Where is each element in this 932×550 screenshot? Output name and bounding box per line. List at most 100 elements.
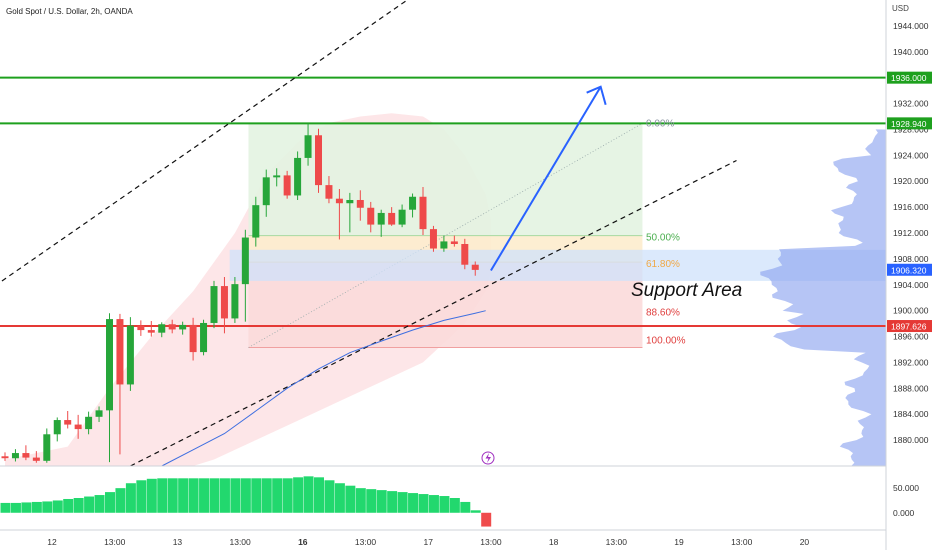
candle-body: [220, 286, 228, 319]
histogram-bar: [105, 492, 115, 513]
histogram-bar: [188, 478, 199, 513]
price-tag: [887, 71, 932, 84]
ema-line: [161, 310, 486, 467]
target-arrow-head: [586, 85, 607, 105]
histogram-bar: [397, 492, 408, 513]
histogram-bar: [240, 478, 251, 513]
candle-body: [461, 244, 469, 265]
candle-body: [231, 284, 239, 319]
histogram-bar: [376, 490, 387, 513]
fib-label: 61.80%: [646, 259, 680, 270]
histogram-bar: [282, 478, 293, 513]
histogram-bar: [10, 502, 21, 513]
fib-trend-line: [248, 123, 643, 348]
histogram-bar: [272, 478, 283, 513]
histogram-bar: [42, 501, 53, 513]
osc-tick-label: 0.000: [893, 508, 915, 518]
histogram-bar: [481, 512, 492, 527]
candle-body: [377, 212, 385, 225]
candle-body: [200, 322, 208, 353]
candle-body: [356, 199, 364, 208]
candle-body: [294, 157, 302, 196]
time-tick-label: 12: [47, 537, 57, 547]
chart-title: Gold Spot / U.S. Dollar, 2h, OANDA: [6, 7, 133, 16]
histogram-bar: [21, 502, 32, 513]
candle-body: [450, 241, 458, 245]
price-tag: [887, 117, 932, 130]
histogram-bar: [428, 495, 439, 513]
target-arrow: [490, 86, 602, 272]
candle-body: [440, 241, 448, 249]
price-tick-label: 1884.000: [893, 409, 929, 419]
price-tag-label: 1928.940: [891, 119, 927, 129]
histogram-bar: [31, 501, 42, 513]
fib-label: 88.60%: [646, 307, 680, 318]
candle-body: [210, 286, 218, 323]
histogram-bar: [230, 478, 241, 513]
candle-body: [409, 196, 417, 210]
price-tick-label: 1944.000: [893, 21, 929, 31]
histogram-bar: [209, 478, 220, 513]
candle-body: [325, 185, 333, 199]
price-tag-label: 1906.320: [891, 265, 927, 275]
time-tick-label: 13:00: [355, 537, 377, 547]
price-tag-label: 1936.000: [891, 73, 927, 83]
candle-body: [262, 177, 270, 206]
histogram-bar: [125, 483, 136, 513]
histogram-bar: [460, 501, 471, 513]
histogram-bar: [73, 498, 84, 513]
histogram-bar: [157, 478, 168, 513]
candle-body: [388, 212, 396, 225]
histogram-bar: [146, 478, 157, 513]
price-tag: [887, 263, 932, 276]
histogram-bar: [303, 476, 314, 513]
candle-body: [189, 324, 197, 353]
candle-body: [252, 205, 260, 238]
candle-body: [304, 135, 312, 158]
candle-body: [85, 416, 93, 430]
histogram-bar: [324, 480, 335, 513]
price-tick-label: 1912.000: [893, 228, 929, 238]
histogram-bar: [136, 480, 147, 513]
fib-label: 50.00%: [646, 233, 680, 244]
support-area-label: Support Area: [631, 280, 742, 301]
histogram-bar: [115, 488, 126, 513]
candle-body: [1, 456, 9, 459]
candle-body: [147, 330, 155, 333]
candle-body: [471, 264, 479, 270]
histogram-bar: [314, 477, 324, 513]
histogram-bar: [355, 488, 366, 513]
time-tick-label: 13: [173, 537, 183, 547]
time-tick-label: 13:00: [104, 537, 126, 547]
price-tag-label: 1897.626: [891, 322, 927, 332]
candle-body: [11, 453, 19, 459]
price-tick-label: 1924.000: [893, 150, 929, 160]
price-tick-label: 1928.000: [893, 124, 929, 134]
candle-body: [429, 229, 437, 249]
fib-label: 0.00%: [646, 118, 674, 129]
candle-body: [106, 319, 113, 411]
time-tick-label: 18: [549, 537, 559, 547]
histogram-bar: [52, 500, 63, 513]
candle-body: [116, 319, 124, 385]
histogram-bar: [418, 494, 429, 513]
time-tick-label: 13:00: [606, 537, 628, 547]
candle-body: [43, 434, 51, 461]
time-tick-label: 20: [800, 537, 810, 547]
price-tick-label: 1932.000: [893, 99, 929, 109]
histogram-bar: [345, 485, 356, 513]
fib-label: 100.00%: [646, 336, 686, 347]
candle-body: [419, 196, 427, 230]
candle-body: [335, 198, 343, 204]
price-tick-label: 1916.000: [893, 202, 929, 212]
candle-body: [74, 424, 82, 430]
candle-body: [22, 453, 30, 458]
candle-body: [273, 175, 281, 178]
candle-body: [398, 209, 406, 225]
candle-body: [367, 207, 375, 225]
replay-icon[interactable]: [481, 451, 495, 465]
histogram-bar: [251, 478, 262, 513]
histogram-bar: [178, 478, 189, 513]
histogram-bar: [366, 489, 377, 513]
